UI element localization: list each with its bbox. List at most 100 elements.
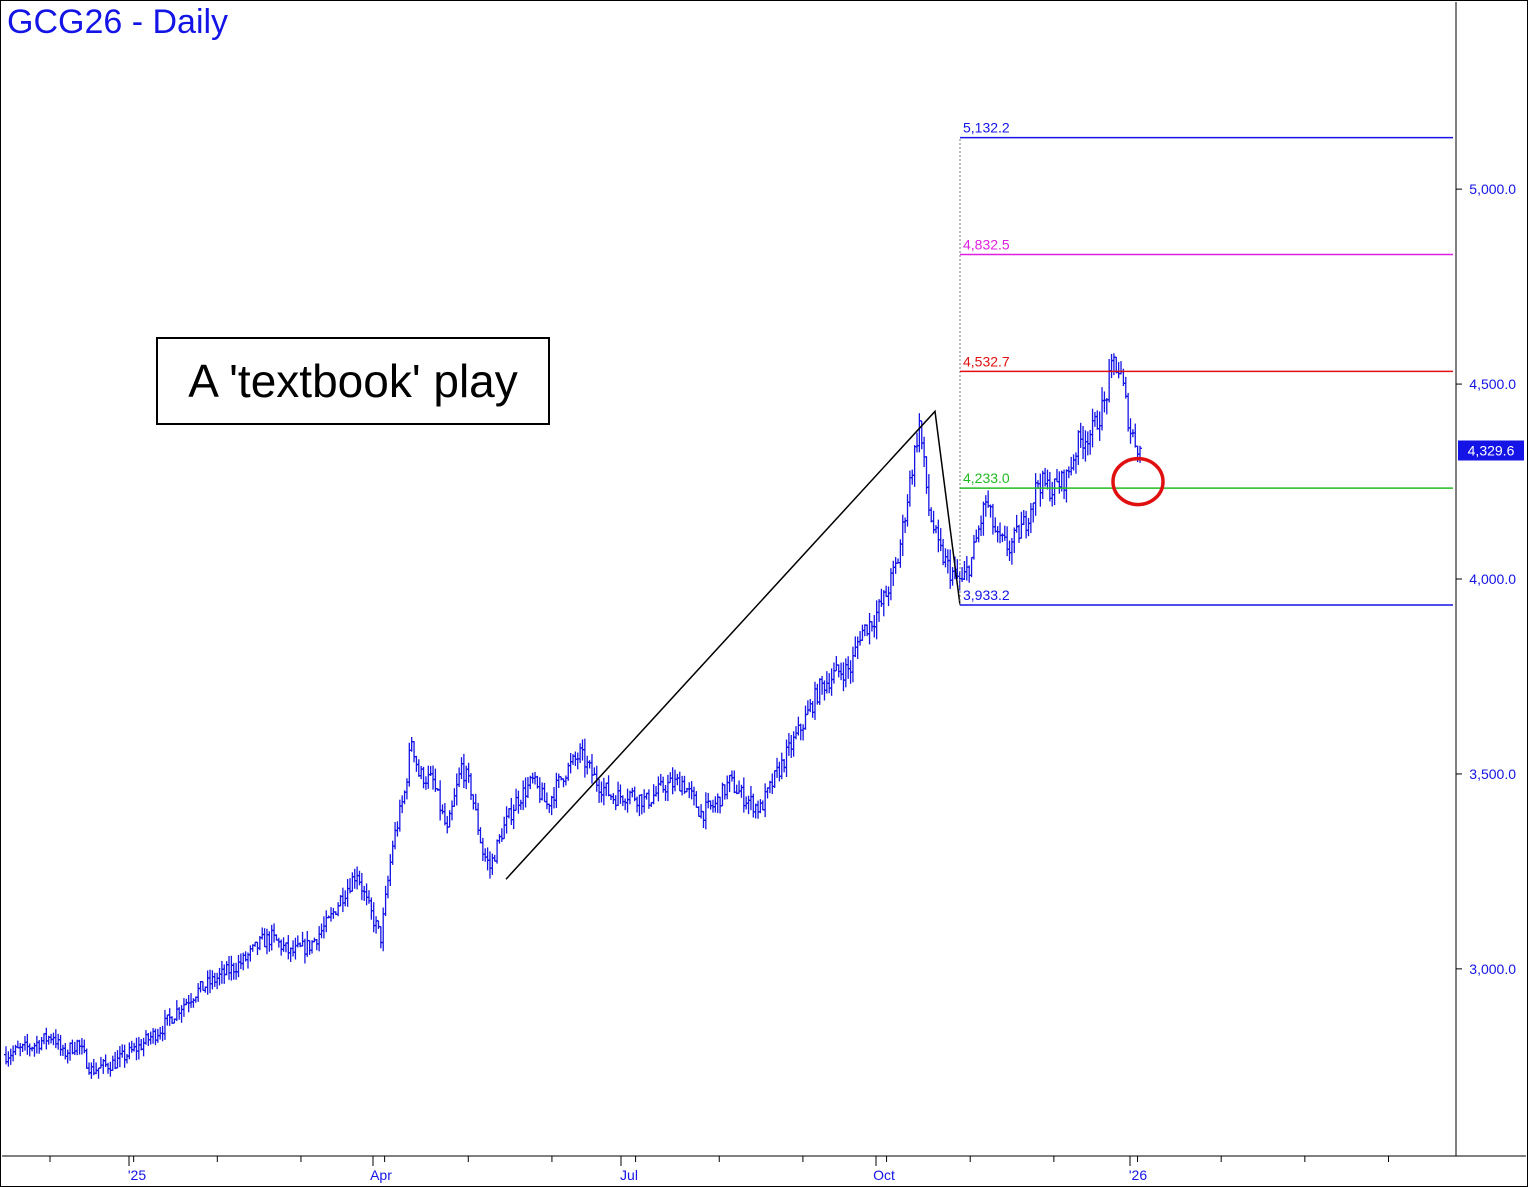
price-bar [72,1041,77,1055]
target-level-label: 4,233.0 [963,470,1010,486]
price-bar [1066,466,1071,479]
price-bar [362,885,367,901]
price-bar [561,778,566,788]
price-bar [552,787,557,809]
price-bar [1021,510,1026,525]
price-bar [364,883,369,906]
price-bar [22,1036,27,1051]
price-bar [604,782,609,797]
price-bar [789,734,794,758]
price-bar [1005,526,1010,557]
price-bar [340,887,345,913]
price-bar [635,796,640,813]
y-tick-label: 5,000.0 [1469,181,1516,197]
price-bar [877,599,882,622]
price-bar [208,969,213,994]
price-bar [998,522,1003,544]
x-tick-label: Apr [370,1167,392,1183]
price-bar [281,937,286,952]
price-bar [440,804,445,815]
abc-pattern-line [505,409,961,880]
price-bar [910,469,915,485]
price-bar [262,928,267,948]
price-bar [499,828,504,842]
price-bar [786,733,791,756]
price-bar [264,928,269,955]
price-bar [1100,387,1105,431]
price-bar [385,875,390,899]
price-bar [903,517,908,533]
price-bar [390,840,395,865]
price-bar [597,779,602,803]
price-bar [582,738,587,778]
price-bar [248,945,253,962]
price-bar [267,931,272,952]
price-bar [1123,376,1128,399]
price-bar [108,1061,113,1077]
price-bar [127,1042,132,1060]
price-bar [1038,473,1043,507]
price-bar [210,970,215,990]
price-bar [746,795,751,815]
price-bar [115,1050,120,1069]
price-bar [867,612,872,645]
price-bar [65,1049,70,1064]
price-bar [293,937,298,960]
price-bar [547,803,552,813]
price-bar [509,797,514,826]
y-tick-label: 4,000.0 [1469,571,1516,587]
price-bar [808,699,813,713]
price-bar [843,658,848,688]
price-bar [675,773,680,786]
price-bar [260,927,265,940]
price-bar [656,776,661,802]
price-bar [841,662,846,692]
price-bar [34,1035,39,1054]
price-bar [1083,430,1088,462]
price-bar [58,1035,63,1056]
price-bar [129,1040,134,1053]
price-bar [485,847,490,871]
price-bar [665,774,670,802]
price-bar [1078,422,1083,448]
price-bar [668,772,673,784]
price-bar [63,1042,68,1060]
price-bar [748,785,753,811]
price-bar [229,955,234,981]
price-bar [618,784,623,804]
price-bar [1090,408,1095,448]
price-bar [834,656,839,672]
price-bar [113,1051,118,1070]
price-bar [215,972,220,990]
y-tick-label: 3,500.0 [1469,766,1516,782]
price-bar [414,755,419,772]
price-bar [658,773,663,786]
price-bar [922,436,927,468]
x-tick-label: Oct [873,1167,895,1183]
price-bar [905,494,910,527]
price-bar [487,851,492,879]
price-bar [1133,423,1138,448]
price-bar [646,789,651,809]
price-bar [471,794,476,810]
price-bar [760,800,765,811]
price-bar [184,998,189,1006]
price-bar [874,600,879,640]
price-bar [37,1039,42,1054]
price-bar [355,866,360,890]
price-bar [174,1000,179,1022]
price-bar [585,755,590,775]
price-bar [44,1027,49,1050]
price-bar [969,556,974,578]
price-bar [1052,478,1057,506]
price-bar [421,766,426,789]
price-bar [431,765,436,790]
price-bar [661,776,666,793]
price-bar [654,786,659,797]
price-bar [457,767,462,788]
price-bar [366,890,371,904]
price-bar [371,902,376,933]
price-bar [502,816,507,840]
price-bar [1069,456,1074,476]
